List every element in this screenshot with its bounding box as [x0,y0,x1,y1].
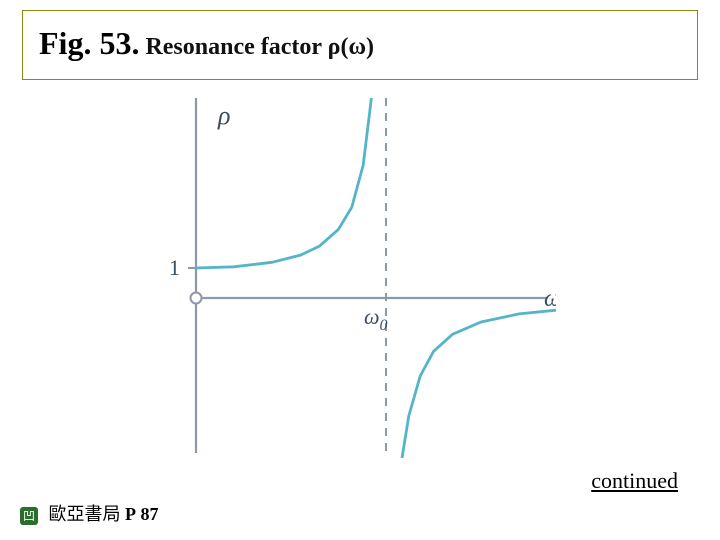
publisher-name: 歐亞書局 [49,504,121,524]
figure-number: Fig. 53. [39,25,139,61]
page-number: 87 [141,504,159,524]
continued-link[interactable]: continued [591,468,678,494]
resonance-chart: 1 ρ ω0 ω [136,98,556,458]
svg-text:ρ: ρ [217,101,230,130]
svg-text:ω0: ω0 [364,304,388,334]
figure-caption: Resonance factor ρ(ω) [145,34,374,60]
footer: 凹 歐亞書局 P 87 [20,500,159,526]
publisher-logo-icon: 凹 [20,507,38,525]
svg-text:ω: ω [544,286,556,312]
page-label: P [125,504,136,524]
title-panel: Fig. 53. Resonance factor ρ(ω) [22,10,698,80]
svg-text:1: 1 [169,255,180,280]
